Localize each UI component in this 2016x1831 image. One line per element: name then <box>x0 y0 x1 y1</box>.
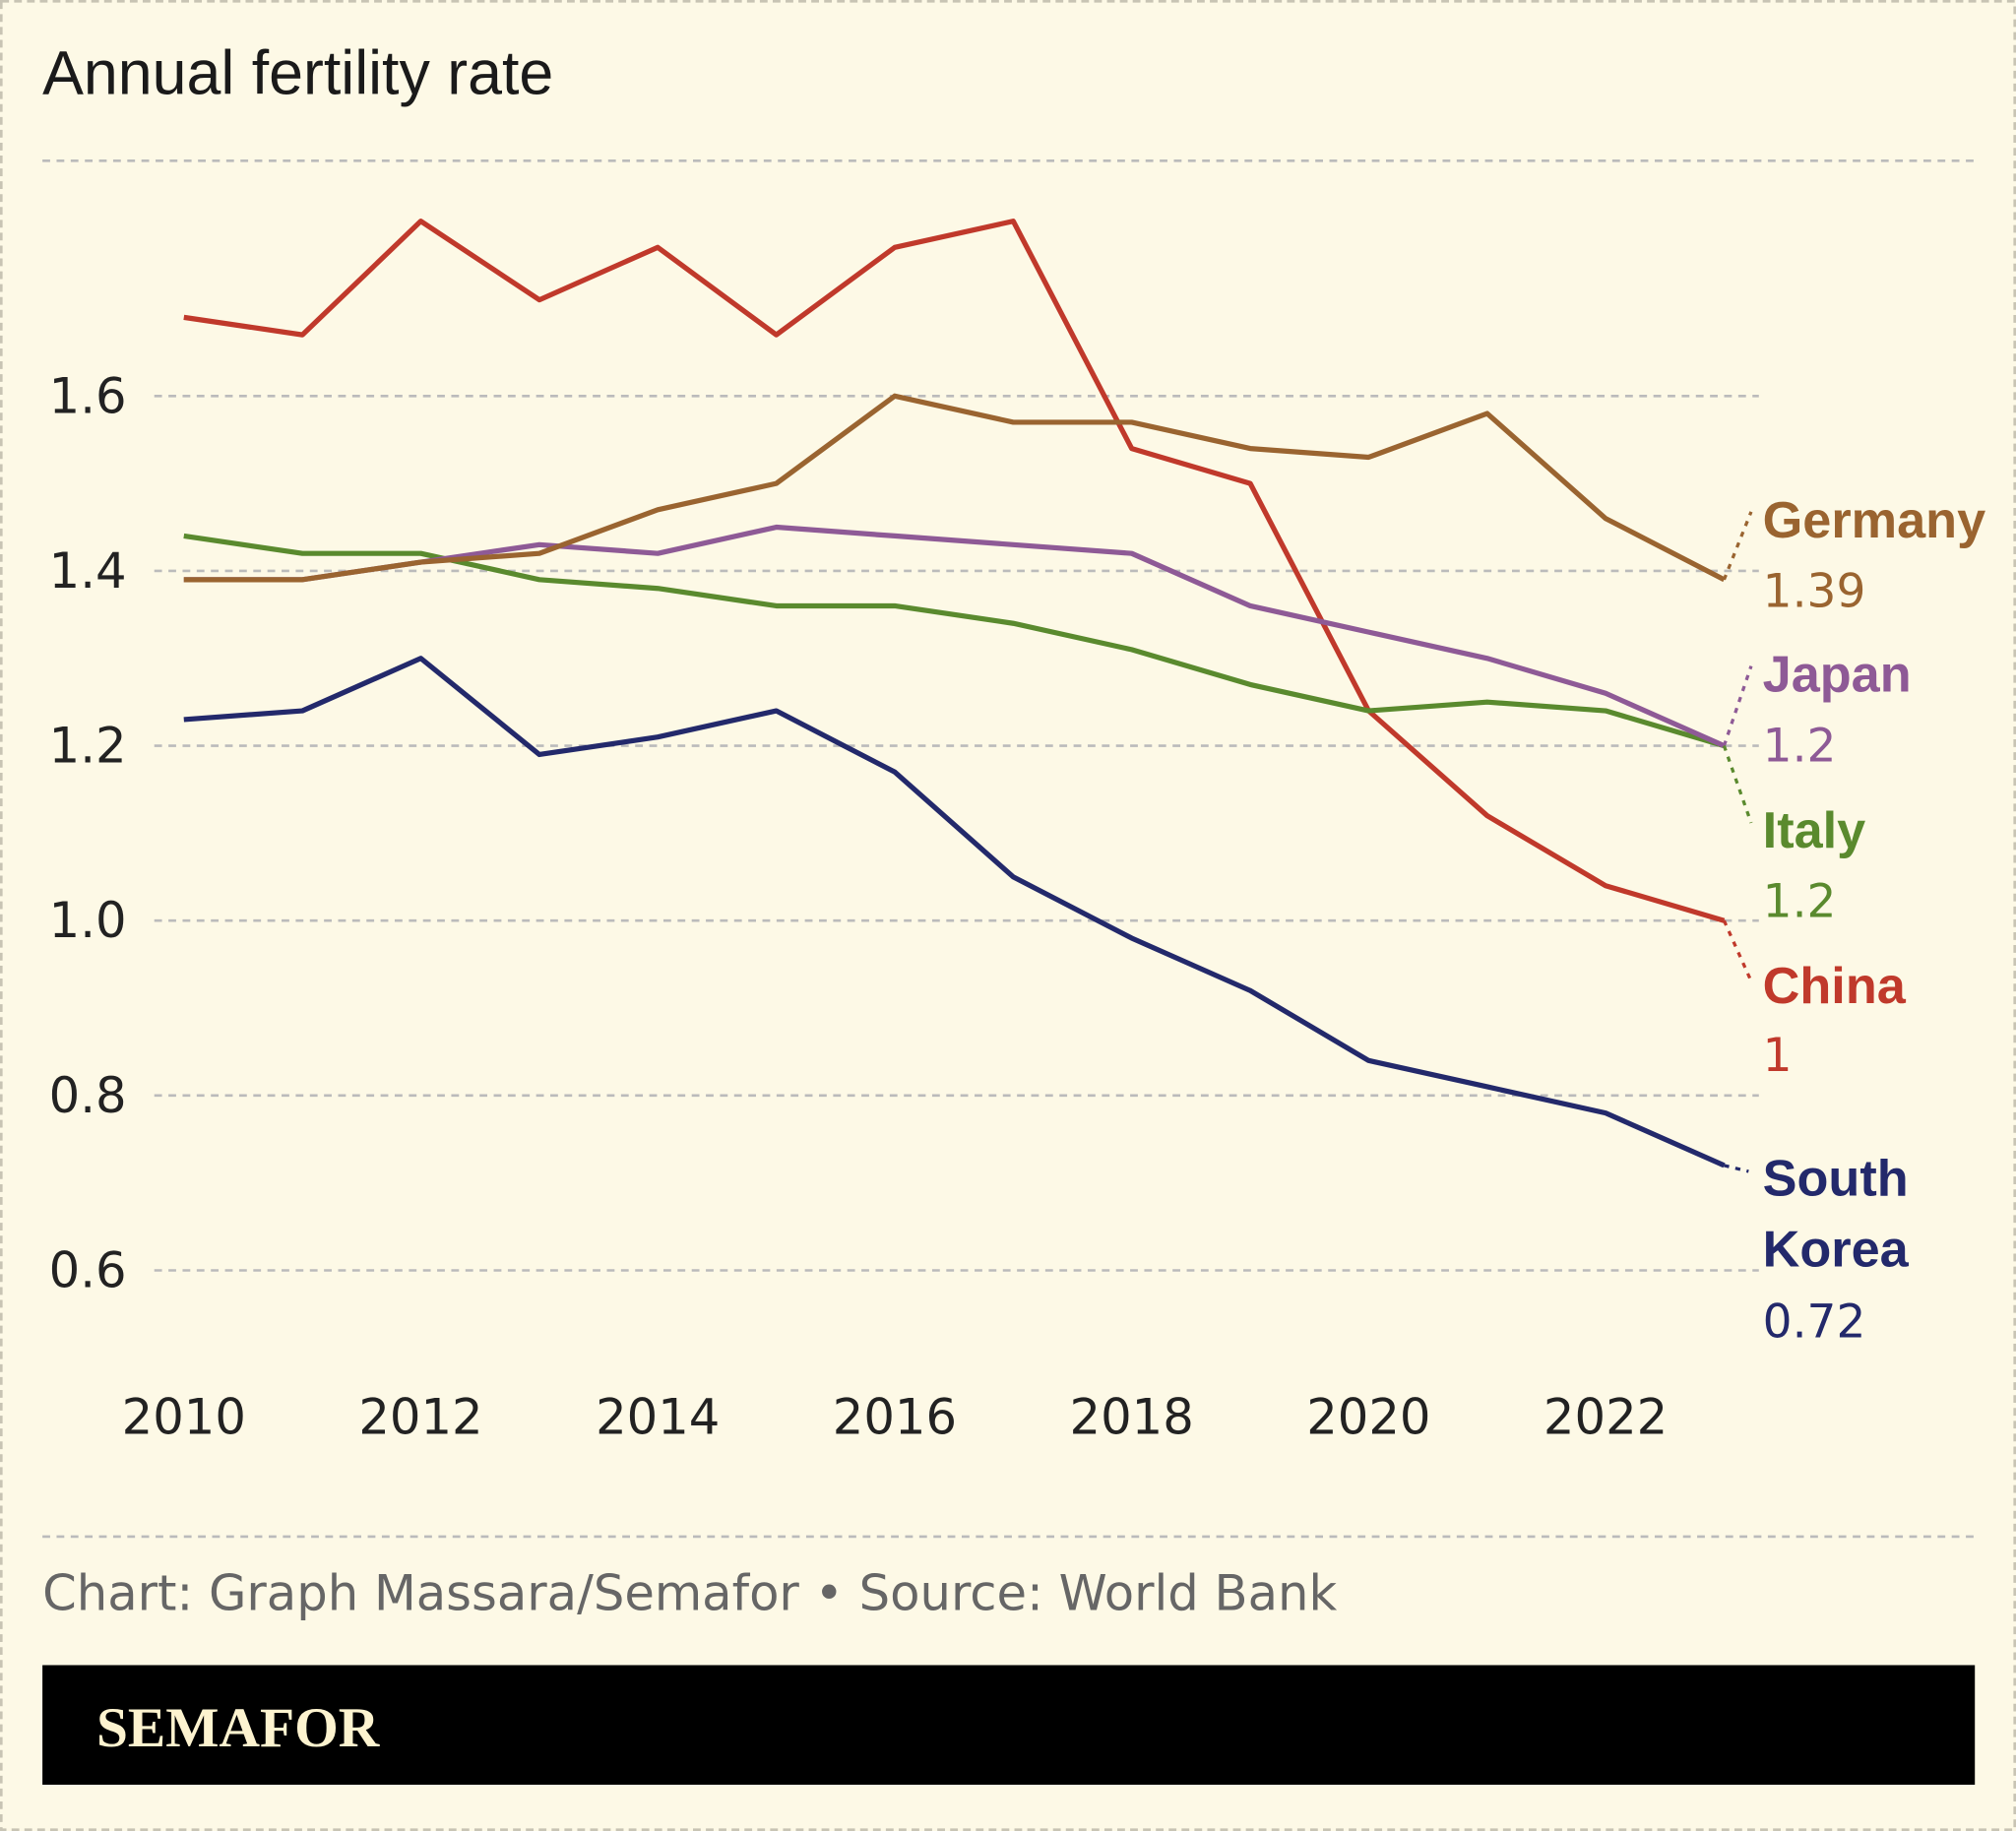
x-tick-label: 2014 <box>596 1388 720 1445</box>
x-tick-label: 2012 <box>358 1388 482 1445</box>
x-tick-label: 2010 <box>122 1388 246 1445</box>
y-tick-label: 1.0 <box>49 892 127 949</box>
series-label-japan: Japan <box>1763 647 1912 704</box>
x-tick-label: 2016 <box>833 1388 957 1445</box>
leader-line-italy <box>1722 745 1753 824</box>
y-tick-label: 1.6 <box>49 367 127 424</box>
leader-line-germany <box>1722 511 1753 581</box>
series-labels: Germany 1.39 Japan 1.2 Italy 1.2 China 1 South Ko… <box>1722 492 1985 1349</box>
end-value-south-korea: 0.72 <box>1763 1294 1866 1349</box>
series-lines <box>183 219 1726 1168</box>
series-line-germany <box>183 393 1726 583</box>
series-label-china: China <box>1763 958 1907 1015</box>
chart-title: Annual fertility rate <box>42 38 553 107</box>
end-value-japan: 1.2 <box>1763 719 1837 773</box>
semafor-logo: SEMAFOR <box>96 1697 380 1759</box>
y-tick-label: 1.4 <box>49 542 127 600</box>
y-tick-label: 0.8 <box>49 1067 127 1124</box>
y-tick-label: 0.6 <box>49 1241 127 1298</box>
gridlines <box>154 394 1759 1272</box>
brand-bar <box>42 1665 1976 1785</box>
x-tick-label: 2020 <box>1306 1388 1430 1445</box>
leader-line-japan <box>1722 665 1753 747</box>
series-label-south-korea: South <box>1763 1151 1909 1208</box>
series-label-south-korea: Korea <box>1763 1222 1910 1279</box>
end-value-china: 1 <box>1763 1029 1793 1083</box>
x-tick-label: 2022 <box>1544 1388 1668 1445</box>
series-line-south-korea <box>183 656 1726 1168</box>
series-label-italy: Italy <box>1763 802 1866 859</box>
x-tick-label: 2018 <box>1070 1388 1194 1445</box>
source-credit: Chart: Graph Massara/Semafor • Source: W… <box>42 1564 1337 1621</box>
series-label-germany: Germany <box>1763 492 1985 549</box>
end-value-italy: 1.2 <box>1763 874 1837 928</box>
y-axis-ticks: 0.6 0.8 1.0 1.2 1.4 1.6 <box>49 367 127 1298</box>
series-line-china <box>183 219 1726 923</box>
y-tick-label: 1.2 <box>49 718 127 775</box>
leader-line-south-korea <box>1724 1164 1749 1173</box>
end-value-germany: 1.39 <box>1763 565 1866 619</box>
x-axis-ticks: 2010 2012 2014 2016 2018 2020 2022 <box>122 1388 1669 1445</box>
